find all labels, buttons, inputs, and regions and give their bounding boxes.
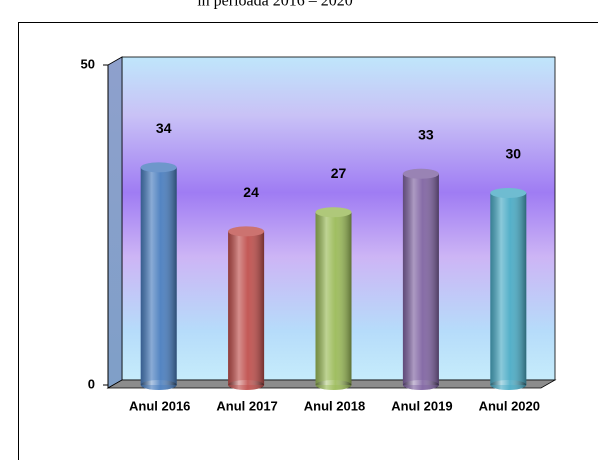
bar-shade	[316, 212, 352, 385]
y-tick-label: 50	[81, 56, 95, 71]
chart-title: în perioada 2016 – 2020	[196, 0, 353, 10]
bar-shade	[490, 193, 526, 385]
bar-top-shade	[490, 188, 526, 198]
bar-base-shade	[228, 380, 264, 390]
bar-shade	[228, 231, 264, 385]
value-label: 24	[243, 184, 259, 200]
bar-shade	[141, 167, 177, 385]
y-tick-label: 0	[88, 376, 95, 391]
value-label: 30	[506, 146, 522, 162]
value-label: 27	[331, 165, 347, 181]
x-tick-label: Anul 2020	[479, 398, 540, 413]
bar-base-shade	[316, 380, 352, 390]
x-tick-label: Anul 2017	[216, 398, 277, 413]
side-wall	[108, 57, 122, 388]
x-tick-label: Anul 2018	[304, 398, 365, 413]
bar-base-shade	[403, 380, 439, 390]
bar-top-shade	[403, 169, 439, 179]
bar-top-shade	[141, 162, 177, 172]
x-tick-label: Anul 2019	[391, 398, 452, 413]
bar-base-shade	[490, 380, 526, 390]
bar-top-shade	[316, 207, 352, 217]
x-tick-label: Anul 2016	[129, 398, 190, 413]
bar-shade	[403, 174, 439, 385]
value-label: 33	[418, 127, 434, 143]
bar-top-shade	[228, 226, 264, 236]
value-label: 34	[156, 120, 172, 136]
bar-base-shade	[141, 380, 177, 390]
